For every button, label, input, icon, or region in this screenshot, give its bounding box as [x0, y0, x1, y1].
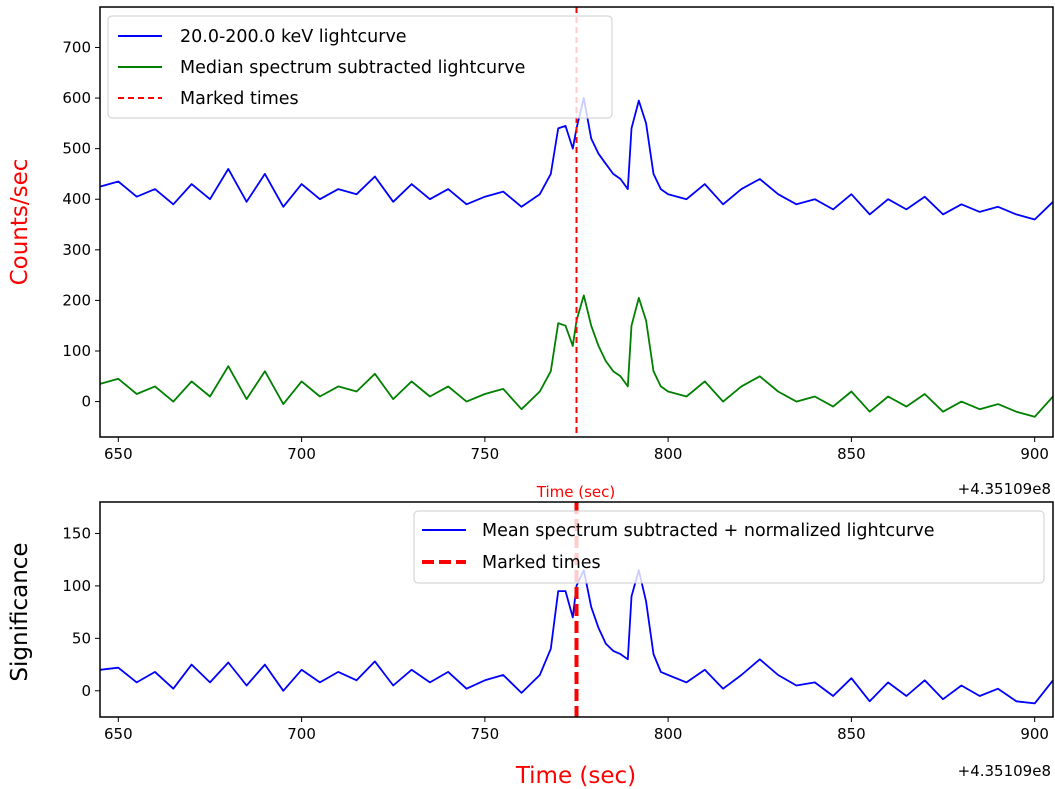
top-xlabel: Time (sec)	[536, 483, 615, 501]
top-y-tick-label: 0	[81, 393, 91, 411]
top-y-tick-label: 400	[62, 190, 91, 208]
bottom-chart: 650 700 750 800 850 900 0 50 100 150 Significance…	[7, 501, 1054, 789]
top-x-tick-label: 850	[837, 445, 866, 463]
top-ylabel: Counts/sec	[7, 159, 33, 286]
bottom-x-tick-label: 800	[654, 725, 683, 743]
bottom-series-line-0	[99, 569, 1054, 705]
bottom-x-tick-label: 750	[471, 725, 500, 743]
top-x-tick-label: 800	[654, 445, 683, 463]
top-chart: 650 700 750 800 850 900 0 100 200 300 400 500 600 700…	[7, 6, 1054, 501]
top-y-tick-label: 600	[62, 89, 91, 107]
top-x-tick-label: 900	[1020, 445, 1049, 463]
top-x-tick-label: 750	[471, 445, 500, 463]
top-y-tick-label: 200	[62, 291, 91, 309]
bottom-legend-label-1: Mean spectrum subtracted + normalized li…	[482, 521, 934, 541]
bottom-x-offset: +4.35109e8	[958, 762, 1051, 780]
top-x-offset: +4.35109e8	[958, 480, 1051, 498]
top-y-tick-label: 100	[62, 342, 91, 360]
bottom-x-tick-label: 900	[1020, 725, 1049, 743]
bottom-xlabel: Time (sec)	[515, 763, 636, 789]
bottom-y-tick-label: 150	[62, 524, 91, 542]
bottom-x-tick-label: 700	[287, 725, 316, 743]
bottom-y-tick-label: 100	[62, 577, 91, 595]
bottom-y-tick-label: 50	[72, 629, 91, 647]
bottom-ylabel: Significance	[7, 542, 33, 681]
top-series	[99, 97, 1054, 418]
top-y-tick-label: 500	[62, 140, 91, 158]
top-legend-label-1: 20.0-200.0 keV lightcurve	[180, 27, 407, 47]
bottom-x-tick-label: 650	[104, 725, 133, 743]
top-ticks: 650 700 750 800 850 900 0 100 200 300 400 500 600 700	[62, 38, 1049, 463]
top-legend-label-3: Marked times	[180, 89, 299, 109]
bottom-legend-box	[413, 510, 1045, 584]
bottom-plot-frame	[99, 501, 1054, 718]
top-x-tick-label: 650	[104, 445, 133, 463]
bottom-ticks: 650 700 750 800 850 900 0 50 100 150	[62, 524, 1049, 743]
top-legend: 20.0-200.0 keV lightcurve Median spectru…	[107, 15, 613, 119]
bottom-x-tick-label: 850	[837, 725, 866, 743]
bottom-series	[99, 569, 1054, 705]
bottom-legend: Mean spectrum subtracted + normalized li…	[413, 510, 1045, 584]
top-y-tick-label: 300	[62, 241, 91, 259]
bottom-y-tick-label: 0	[81, 682, 91, 700]
top-plot-frame	[99, 6, 1054, 438]
top-y-tick-label: 700	[62, 38, 91, 56]
top-series-line-0	[99, 97, 1054, 221]
top-x-tick-label: 700	[287, 445, 316, 463]
bottom-legend-label-2: Marked times	[482, 553, 601, 573]
top-series-line-1	[99, 294, 1054, 418]
top-legend-label-2: Median spectrum subtracted lightcurve	[180, 58, 525, 78]
top-legend-box	[107, 15, 613, 119]
